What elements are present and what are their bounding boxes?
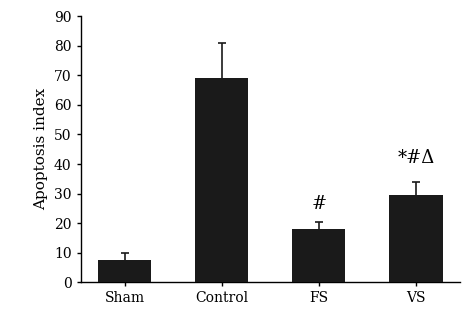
Bar xyxy=(292,229,346,282)
Bar xyxy=(389,195,443,282)
Text: *#Δ: *#Δ xyxy=(397,149,435,167)
Y-axis label: Apoptosis index: Apoptosis index xyxy=(35,88,48,210)
Text: #: # xyxy=(311,195,326,213)
Bar xyxy=(195,78,248,282)
Bar xyxy=(98,260,151,282)
Text: *: * xyxy=(217,0,226,5)
